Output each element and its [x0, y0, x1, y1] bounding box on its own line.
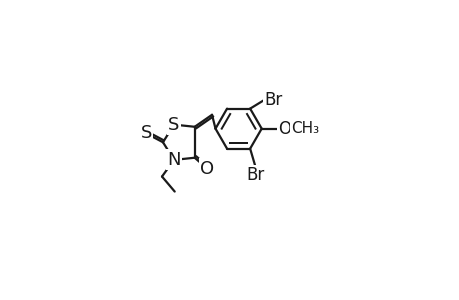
- Text: O: O: [278, 120, 291, 138]
- Text: S: S: [168, 116, 179, 134]
- Text: N: N: [167, 151, 180, 169]
- Text: Br: Br: [264, 91, 282, 109]
- Text: CH₃: CH₃: [291, 121, 319, 136]
- Text: O: O: [200, 160, 214, 178]
- Text: Br: Br: [246, 166, 264, 184]
- Text: S: S: [140, 124, 152, 142]
